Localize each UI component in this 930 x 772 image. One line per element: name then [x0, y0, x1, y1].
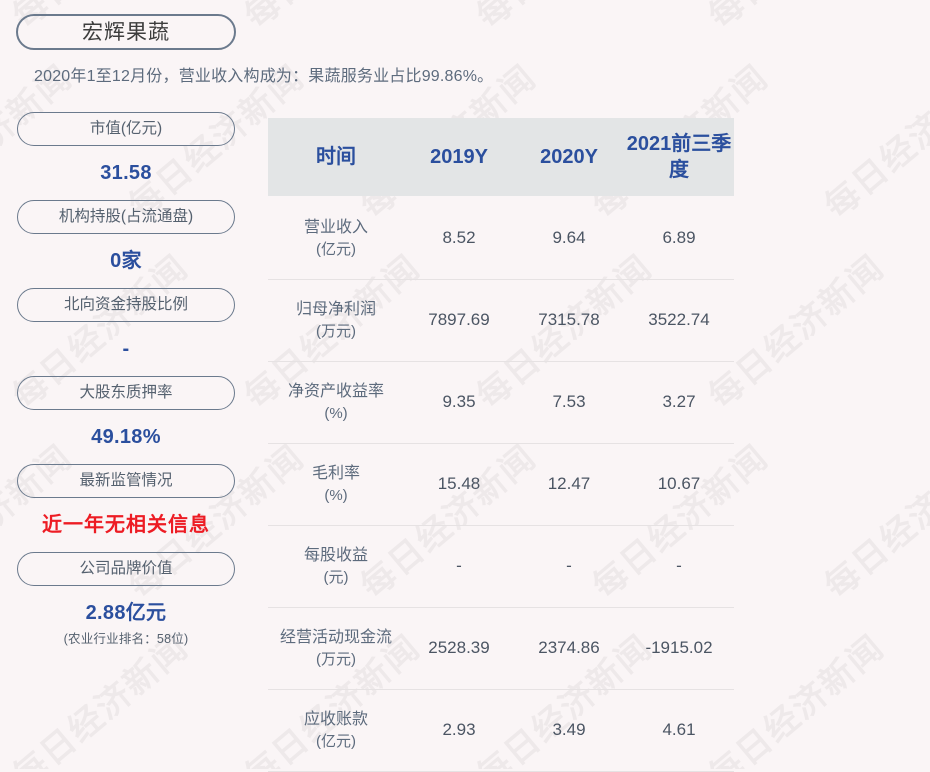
- metric-label: 最新监管情况: [79, 472, 173, 490]
- table-cell-value: 10.67: [624, 443, 734, 526]
- row-unit-text: (元): [323, 569, 349, 587]
- table-cell-value: 9.64: [514, 196, 624, 281]
- row-label-cell: 营业收入 (亿元): [268, 196, 404, 281]
- table-row: 毛利率 (%) 15.48 12.47 10.67: [268, 443, 734, 526]
- table-cell-value: 2374.86: [514, 607, 624, 690]
- row-label-text: 应收账款: [303, 710, 368, 728]
- table-body: 营业收入 (亿元) 8.52 9.64 6.89 归母净利润 (万元) 7897.69 7315…: [268, 196, 734, 772]
- metric-value: 31.58: [100, 162, 152, 184]
- company-name-label: 宏辉果蔬: [82, 20, 170, 44]
- metric-label: 公司品牌价值: [79, 560, 173, 578]
- metric-label-pill[interactable]: 公司品牌价值: [17, 552, 235, 586]
- row-label-text: 每股收益: [303, 546, 368, 564]
- table-cell-value: -1915.02: [624, 607, 734, 690]
- table-header: 时间 2019Y 2020Y 2021前三季度: [268, 118, 734, 197]
- metric-value: 2.88亿元: [85, 602, 167, 624]
- table-row: 经营活动现金流 (万元) 2528.39 2374.86 -1915.02: [268, 607, 734, 690]
- table-header-time: 时间: [268, 118, 404, 197]
- metric-label-pill[interactable]: 大股东质押率: [17, 376, 235, 410]
- table-cell-value: -: [404, 525, 514, 608]
- company-name-pill: 宏辉果蔬: [16, 14, 236, 50]
- table-cell-value: 7897.69: [404, 279, 514, 363]
- table-cell-value: -: [624, 525, 734, 608]
- row-unit-text: (万元): [316, 651, 356, 669]
- row-label-cell: 净资产收益率 (%): [268, 361, 404, 444]
- table-row: 营业收入 (亿元) 8.52 9.64 6.89: [268, 196, 734, 281]
- table-cell-value: 2.93: [404, 689, 514, 772]
- row-unit-text: (亿元): [316, 241, 356, 259]
- row-label-cell: 归母净利润 (万元): [268, 279, 404, 363]
- revenue-composition-subtitle: 2020年1至12月份，营业收入构成为：果蔬服务业占比99.86%。: [34, 68, 494, 85]
- row-label-cell: 毛利率 (%): [268, 443, 404, 526]
- table-cell-value: 7.53: [514, 361, 624, 444]
- metric-block: 机构持股(占流通盘) 0家: [0, 200, 252, 288]
- row-unit-text: (%): [324, 487, 348, 505]
- metric-label-pill[interactable]: 最新监管情况: [17, 464, 235, 498]
- table-cell-value: 3522.74: [624, 279, 734, 363]
- metric-block: 最新监管情况近一年无相关信息: [0, 464, 252, 552]
- table-cell-value: 8.52: [404, 196, 514, 281]
- table-row: 净资产收益率 (%) 9.35 7.53 3.27: [268, 361, 734, 444]
- metric-label: 大股东质押率: [79, 384, 173, 402]
- row-label-text: 毛利率: [311, 465, 360, 482]
- metric-label-pill[interactable]: 市值(亿元): [17, 112, 235, 146]
- table-cell-value: 12.47: [514, 443, 624, 526]
- metric-block: 市值(亿元) 31.58: [0, 112, 252, 200]
- table-cell-value: 4.61: [624, 689, 734, 772]
- row-label-cell: 经营活动现金流 (万元): [268, 607, 404, 690]
- table-cell-value: 15.48: [404, 443, 514, 526]
- metric-label: 机构持股(占流通盘): [58, 208, 194, 226]
- table-header-2020y: 2020Y: [514, 118, 624, 197]
- metric-value: 49.18%: [91, 426, 161, 448]
- table-cell-value: 7315.78: [514, 279, 624, 363]
- metric-label-pill[interactable]: 北向资金持股比例: [17, 288, 235, 322]
- row-unit-text: (万元): [316, 323, 356, 341]
- metric-label: 北向资金持股比例: [63, 296, 188, 314]
- table-cell-value: 2528.39: [404, 607, 514, 690]
- table-header-2019y: 2019Y: [404, 118, 514, 197]
- table-header-2021q3: 2021前三季度: [624, 118, 734, 197]
- table-header-row: 时间 2019Y 2020Y 2021前三季度: [268, 118, 734, 197]
- row-label-text: 经营活动现金流: [279, 628, 392, 646]
- metric-block: 大股东质押率 49.18%: [0, 376, 252, 464]
- table-row: 应收账款 (亿元) 2.93 3.49 4.61: [268, 689, 734, 772]
- row-label-cell: 应收账款 (亿元): [268, 689, 404, 772]
- metric-block: 北向资金持股比例 -: [0, 288, 252, 376]
- table-cell-value: 6.89: [624, 196, 734, 281]
- table-cell-value: -: [514, 525, 624, 608]
- row-unit-text: (%): [324, 405, 348, 423]
- metric-value: -: [122, 338, 130, 360]
- table-row: 每股收益 (元) - - -: [268, 525, 734, 608]
- table-row: 归母净利润 (万元) 7897.69 7315.78 3522.74: [268, 279, 734, 363]
- row-label-text: 营业收入: [303, 219, 368, 237]
- table-cell-value: 9.35: [404, 361, 514, 444]
- metric-block: 公司品牌价值 2.88亿元 (农业行业排名：58位): [0, 552, 252, 646]
- table-cell-value: 3.49: [514, 689, 624, 772]
- metric-label: 市值(亿元): [89, 120, 163, 138]
- metric-label-pill[interactable]: 机构持股(占流通盘): [17, 200, 235, 234]
- table-cell-value: 3.27: [624, 361, 734, 444]
- metric-value: 近一年无相关信息: [42, 514, 210, 536]
- row-label-text: 净资产收益率: [287, 383, 384, 401]
- financial-summary-table: 时间 2019Y 2020Y 2021前三季度 营业收入 (亿元) 8.52 9.64…: [268, 118, 734, 772]
- row-unit-text: (亿元): [316, 733, 356, 750]
- metric-subnote: (农业行业排名：58位): [63, 632, 189, 646]
- row-label-cell: 每股收益 (元): [268, 525, 404, 608]
- metrics-sidebar: 市值(亿元) 31.58 机构持股(占流通盘) 0家北向资金持股比例 - 大股东质押率 49…: [0, 112, 252, 646]
- metric-value: 0家: [110, 250, 142, 272]
- row-label-text: 归母净利润: [295, 301, 376, 319]
